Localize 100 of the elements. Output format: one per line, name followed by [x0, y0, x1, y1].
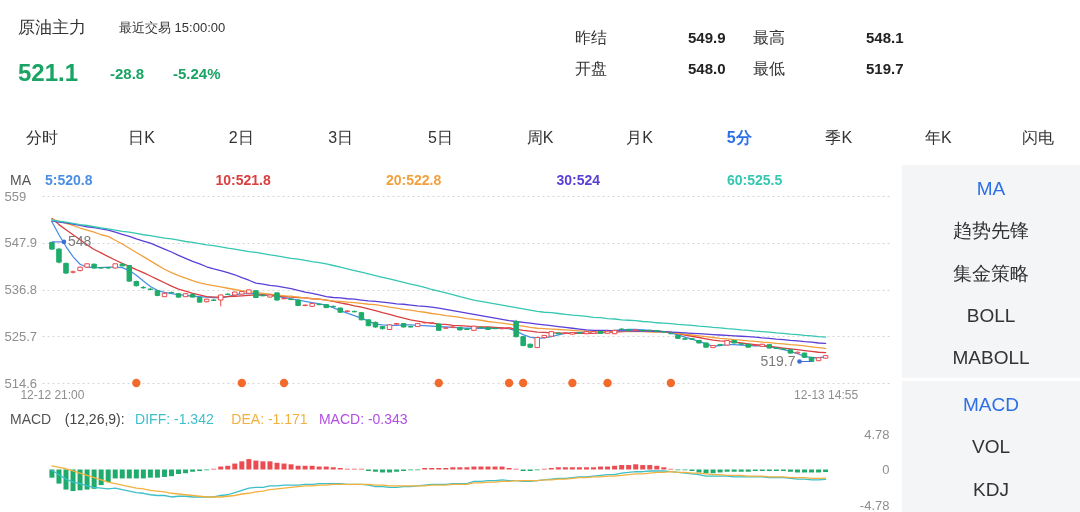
- bar: [555, 467, 561, 470]
- annotation: 519.7: [760, 352, 796, 369]
- text: -28.8: [110, 65, 145, 82]
- legend-title: MACD: [10, 411, 52, 427]
- y-tick-label: 525.7: [4, 328, 38, 344]
- text: BOLL: [966, 304, 1016, 326]
- y-tick-label: 0: [882, 462, 890, 477]
- text: 5日: [427, 129, 453, 146]
- text: 分时: [26, 129, 58, 146]
- bar: [745, 469, 751, 472]
- bar: [147, 469, 153, 478]
- text: DEA: -1.171: [231, 411, 308, 427]
- text: 549.9: [688, 29, 726, 46]
- bar: [281, 463, 287, 470]
- bar: [394, 469, 400, 472]
- text: 519.7: [866, 60, 904, 77]
- text: 548.0: [688, 60, 726, 77]
- y-tick-label: 536.8: [4, 282, 38, 297]
- bar: [154, 469, 160, 478]
- bar: [168, 469, 174, 477]
- bar: [661, 467, 667, 470]
- bar: [450, 467, 456, 470]
- bar: [246, 459, 252, 470]
- bar: [612, 465, 618, 470]
- text: 季K: [825, 129, 853, 146]
- text: 2日: [228, 129, 254, 146]
- bar: [457, 467, 463, 470]
- y-tick-label: 559: [4, 188, 27, 204]
- bar: [161, 469, 167, 477]
- bar: [619, 465, 625, 470]
- text: MA: [976, 178, 1006, 199]
- bar: [471, 466, 477, 470]
- text: -5.24%: [173, 65, 221, 82]
- bar: [647, 465, 653, 470]
- text: 最近交易 15:00:00: [119, 20, 226, 35]
- bar: [253, 460, 259, 470]
- text: KDJ: [973, 478, 1009, 500]
- text: 年K: [925, 129, 953, 146]
- x-tick-label: 12-13 14:55: [794, 387, 859, 402]
- bar: [232, 463, 238, 470]
- bar: [295, 465, 301, 470]
- bar: [633, 464, 639, 470]
- bar: [485, 466, 491, 470]
- bar: [598, 466, 604, 470]
- bar: [302, 465, 308, 470]
- bar: [626, 465, 632, 470]
- text: 开盘: [575, 60, 607, 77]
- text: 趋势先锋: [953, 220, 1029, 242]
- bar: [464, 467, 470, 470]
- bar: [323, 466, 329, 470]
- text: 最低: [753, 60, 785, 77]
- bar: [267, 461, 273, 470]
- bar: [316, 466, 322, 470]
- bar: [330, 467, 336, 470]
- text: 30:524: [556, 172, 601, 188]
- text: 日K: [128, 129, 156, 146]
- text: 最高: [753, 29, 785, 46]
- text: 10:521.8: [215, 172, 271, 188]
- bar: [63, 469, 69, 490]
- text: 20:522.8: [386, 172, 442, 188]
- text: (12,26,9):: [64, 411, 125, 427]
- bar: [562, 467, 568, 470]
- y-tick-label: 547.9: [4, 235, 38, 251]
- bar: [176, 469, 182, 474]
- text: 5:520.8: [45, 172, 93, 188]
- text: 月K: [626, 129, 654, 146]
- bar: [492, 466, 498, 470]
- bar: [605, 466, 611, 470]
- bar: [478, 466, 484, 470]
- bar: [239, 461, 245, 470]
- text: 昨结: [575, 29, 607, 46]
- bar: [583, 467, 589, 470]
- text: 周K: [526, 129, 554, 146]
- text: MABOLL: [952, 347, 1030, 369]
- text: 原油主力: [18, 18, 86, 37]
- text: 集金策略: [953, 262, 1029, 284]
- y-tick-label: 4.78: [864, 426, 890, 442]
- text: DIFF: -1.342: [135, 411, 214, 427]
- bar: [288, 464, 294, 470]
- bar: [274, 462, 280, 470]
- bar: [640, 465, 646, 470]
- text: 60:525.5: [727, 172, 783, 188]
- bar: [309, 465, 315, 470]
- bar: [724, 469, 730, 472]
- text: VOL: [971, 436, 1011, 458]
- bar: [499, 466, 505, 470]
- bar: [190, 469, 196, 472]
- text: MACD: [963, 394, 1019, 415]
- text: 521.1: [18, 59, 79, 86]
- bar: [576, 467, 582, 470]
- bar: [372, 469, 378, 472]
- y-tick-label: -4.78: [859, 497, 890, 512]
- text: 548.1: [866, 29, 904, 46]
- bar: [590, 467, 596, 470]
- bar: [218, 466, 224, 470]
- bar: [569, 467, 575, 470]
- bar: [738, 469, 744, 472]
- legend-title: MA: [10, 172, 32, 188]
- text: 闪电: [1022, 129, 1054, 146]
- text: 3日: [328, 129, 354, 146]
